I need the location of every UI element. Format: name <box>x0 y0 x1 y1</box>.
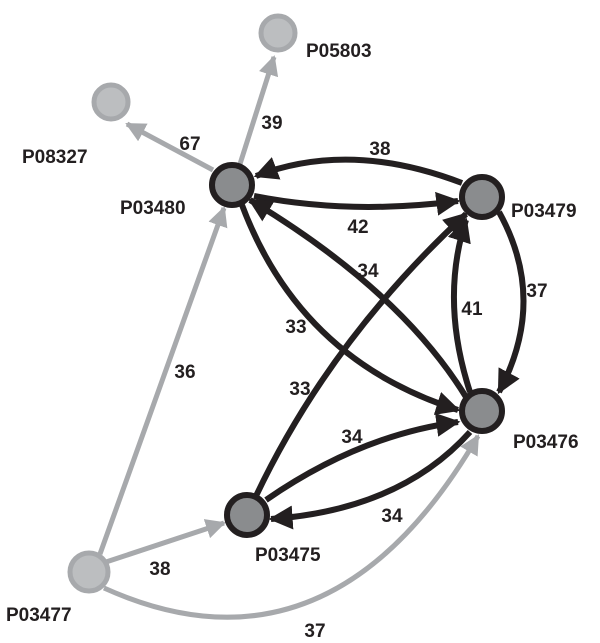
node-label-p03480: P03480 <box>120 198 186 219</box>
node-label-p03476: P03476 <box>513 432 579 453</box>
node-label-p08327: P08327 <box>22 147 88 168</box>
edge-weight-p03477-to-p03480: 36 <box>174 362 195 383</box>
edge-p03479-to-p03480 <box>253 156 464 186</box>
node-label-p03479: P03479 <box>511 201 577 222</box>
edge-weight-p03480-to-p03479: 42 <box>347 217 368 238</box>
node-p05803 <box>258 13 298 53</box>
edge-p03480-to-p03479 <box>253 191 461 216</box>
node-label-p05803: P05803 <box>306 41 372 62</box>
node-label-p03475: P03475 <box>255 545 321 566</box>
edge-p03479-to-p03476 <box>496 210 527 395</box>
node-p08327 <box>91 82 131 122</box>
edge-p03476-to-p03480 <box>247 197 469 399</box>
edge-p03477-to-p03480 <box>97 206 228 555</box>
edge-weight-p03476-to-p03480: 34 <box>357 261 379 282</box>
edge-weight-p03476-to-p03479: 41 <box>461 299 483 320</box>
edge-weight-p03475-to-p03479: 33 <box>289 379 310 400</box>
node-p03475 <box>224 492 270 538</box>
edge-weight-p03477-to-p03476: 37 <box>304 621 325 642</box>
edge-weight-p03479-to-p03476: 37 <box>526 281 547 302</box>
edge-weight-p03480-to-p03476: 33 <box>285 317 306 338</box>
nodes-layer <box>67 13 505 594</box>
edge-weight-p03480-to-p08327: 67 <box>179 134 200 155</box>
edge-weight-p03479-to-p03480: 38 <box>369 139 390 160</box>
node-p03476 <box>459 388 505 434</box>
edge-p03475-to-p03479 <box>253 211 469 498</box>
labels-layer: 67 39 38 42 34 33 37 41 33 34 34 36 38 37 P05803 P08327… <box>6 41 579 642</box>
node-p03480 <box>209 162 255 208</box>
edge-p03480-to-p05803 <box>237 55 279 165</box>
edge-p03476-to-p03479 <box>447 217 473 393</box>
edge-p03475-to-p03476 <box>264 412 461 503</box>
node-p03479 <box>459 174 505 220</box>
edge-p03480-to-p08327 <box>125 121 215 173</box>
edge-p03476-to-p03475 <box>268 429 473 530</box>
edge-weight-p03476-to-p03475: 34 <box>381 506 403 527</box>
edge-p03477-to-p03475 <box>105 519 226 565</box>
edge-weight-p03480-to-p05803: 39 <box>261 113 282 134</box>
edges-layer <box>97 55 527 620</box>
node-p03477 <box>67 550 111 594</box>
edge-p03477-to-p03476 <box>102 434 481 620</box>
edge-p03480-to-p03476 <box>239 203 461 415</box>
edge-weight-p03475-to-p03476: 34 <box>341 427 363 448</box>
node-label-p03477: P03477 <box>6 605 72 626</box>
edge-weight-p03477-to-p03475: 38 <box>149 559 170 580</box>
